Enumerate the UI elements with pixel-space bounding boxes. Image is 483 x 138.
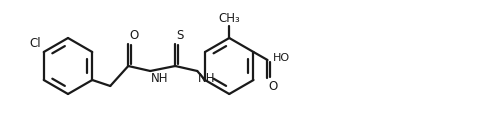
Text: S: S	[176, 29, 184, 42]
Text: NH: NH	[198, 72, 216, 85]
Text: Cl: Cl	[29, 37, 41, 50]
Text: CH₃: CH₃	[218, 12, 240, 25]
Text: O: O	[269, 80, 278, 93]
Text: HO: HO	[272, 53, 290, 63]
Text: O: O	[129, 29, 139, 42]
Text: NH: NH	[151, 72, 169, 85]
